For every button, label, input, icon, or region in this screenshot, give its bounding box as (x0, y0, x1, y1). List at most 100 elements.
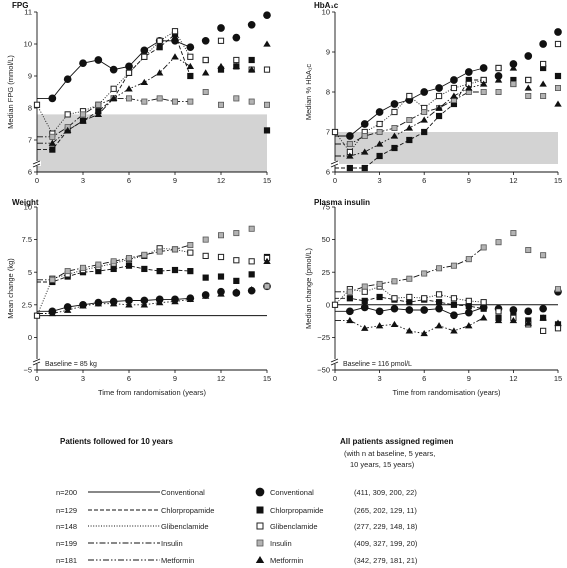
data-point (156, 268, 163, 275)
legend-row-glibenclamide: n=148 Glibenclamide Glibenclamide (277, 229… (56, 522, 418, 531)
axis-break-mark (330, 358, 339, 363)
panel-title: HbA₁c (314, 1, 339, 10)
data-point (420, 88, 429, 96)
legend-n-count: n=200 (56, 488, 77, 497)
data-point (187, 98, 194, 105)
data-point (509, 316, 518, 324)
data-point (94, 300, 103, 307)
data-point (79, 59, 87, 68)
data-point (186, 62, 195, 70)
data-point (539, 304, 547, 313)
data-point (376, 152, 383, 160)
data-point (495, 89, 502, 96)
x-tick-label: 6 (127, 176, 131, 185)
data-point (465, 76, 472, 84)
data-point (464, 68, 473, 76)
data-point (376, 128, 383, 135)
axis-break-gap (33, 359, 41, 364)
legend-marker-label: Conventional (270, 488, 314, 497)
data-point (80, 111, 87, 118)
data-point (202, 274, 209, 281)
y-tick-label: 6 (326, 168, 330, 177)
axis-break-mark (32, 361, 41, 366)
baseline-note: Baseline = 116 pmol/L (343, 361, 412, 368)
data-point (361, 324, 369, 331)
x-axis-label: Time from randomisation (years) (98, 388, 207, 397)
data-point (346, 132, 354, 140)
series-line (335, 247, 484, 293)
data-point (525, 247, 532, 254)
data-point (63, 75, 72, 84)
data-point (33, 101, 41, 108)
data-point (390, 304, 399, 313)
panel-title: FPG (12, 1, 28, 10)
data-point (217, 290, 225, 297)
target-range-band (335, 132, 558, 164)
data-point (375, 307, 384, 316)
data-point (450, 100, 458, 108)
data-point (509, 306, 518, 314)
legend-n-count: n=181 (56, 556, 77, 565)
data-point (63, 126, 72, 134)
data-point (346, 140, 353, 147)
data-point (391, 108, 398, 116)
data-point (156, 37, 163, 44)
data-point (435, 112, 443, 120)
series-conventional (37, 11, 271, 103)
data-point (494, 72, 503, 80)
data-point (495, 239, 502, 246)
data-point (63, 306, 72, 313)
data-point (450, 311, 458, 320)
data-point (390, 100, 399, 108)
data-point (248, 225, 255, 232)
data-point (217, 253, 225, 261)
data-point (435, 104, 443, 111)
data-point (421, 109, 428, 116)
series-line (335, 79, 484, 169)
data-point (202, 56, 209, 64)
data-point (126, 95, 133, 102)
x-tick-label: 6 (422, 374, 426, 383)
data-point (49, 133, 56, 140)
legend-right-heading: All patients assigned regimen (340, 437, 453, 446)
data-point (331, 128, 339, 136)
data-point (510, 81, 517, 88)
y-tick-label: 10 (322, 8, 330, 17)
series-metformin (37, 40, 271, 146)
data-point (331, 301, 339, 308)
chart-panel-2: 6 7 8 9 10 0 3 6 9 12 15 HbA₁c Median % HbA₁c (304, 1, 562, 185)
data-point (525, 93, 532, 100)
legend-counts: (342, 279, 181, 21) (354, 556, 418, 565)
data-point (247, 286, 256, 293)
data-point (495, 64, 502, 72)
data-point (49, 276, 56, 283)
data-point (480, 299, 487, 306)
data-point (187, 72, 194, 80)
data-point (540, 93, 547, 100)
data-point (524, 84, 532, 91)
data-point (406, 275, 413, 282)
data-point (494, 316, 503, 324)
x-tick-label: 3 (81, 374, 85, 383)
data-point (217, 273, 225, 280)
y-tick-label: 0 (28, 333, 32, 342)
data-point (540, 60, 547, 68)
data-point (141, 98, 148, 105)
legend-marker-label: Metformin (270, 556, 303, 565)
x-tick-label: 15 (263, 374, 271, 383)
data-point (524, 307, 533, 316)
data-point (554, 28, 562, 36)
data-point (141, 251, 148, 258)
data-point (435, 291, 443, 298)
data-point (186, 43, 195, 52)
legend-line-label: Metformin (161, 556, 194, 565)
data-point (510, 76, 517, 84)
data-point (360, 303, 369, 312)
data-point (140, 296, 149, 305)
x-tick-label: 15 (263, 176, 271, 185)
data-point (435, 299, 443, 306)
data-point (201, 36, 210, 45)
data-point (79, 302, 87, 309)
